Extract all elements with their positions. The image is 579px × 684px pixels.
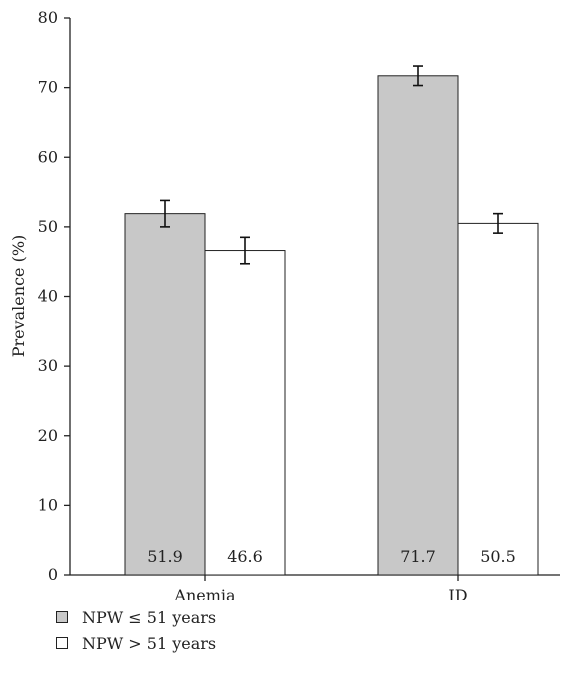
bar-id-series-0 [377,75,459,576]
bar-id-series-1 [457,222,539,576]
bar-chart: 0 10 20 30 40 50 60 70 80 51.9 46.6 71.7 50.5 Anemi… [9,8,560,600]
x-tick-label: ID [448,586,467,600]
x-tick-labels: Anemia ID [173,575,468,600]
y-ticks: 0 10 20 30 40 50 60 70 80 [38,8,70,584]
bar-anemia-series-1 [204,250,286,576]
legend-item-npw-le-51: NPW ≤ 51 years [56,604,216,630]
y-tick-label: 40 [38,287,58,306]
y-tick-label: 60 [38,147,58,166]
bar-value-label: 51.9 [147,547,183,566]
y-tick-label: 10 [38,495,58,514]
y-tick-label: 70 [38,78,58,97]
bar-anemia-series-0 [124,213,206,576]
y-tick-label: 0 [48,565,58,584]
legend-label: NPW > 51 years [82,633,217,653]
y-axis-label: Prevalence (%) [9,235,28,358]
legend-item-npw-gt-51: NPW > 51 years [56,630,216,656]
bar-value-label: 46.6 [227,547,263,566]
legend-swatch-white [56,637,68,649]
legend-swatch-gray [56,611,68,623]
legend-label: NPW ≤ 51 years [82,607,217,627]
y-tick-label: 80 [38,8,58,27]
bar-value-label: 71.7 [400,547,436,566]
y-tick-label: 50 [38,217,58,236]
x-tick-label: Anemia [173,586,236,600]
bars: 51.9 46.6 71.7 50.5 [124,65,539,576]
y-tick-label: 30 [38,356,58,375]
y-tick-label: 20 [38,426,58,445]
legend: NPW ≤ 51 years NPW > 51 years [56,604,216,656]
bar-value-label: 50.5 [480,547,516,566]
